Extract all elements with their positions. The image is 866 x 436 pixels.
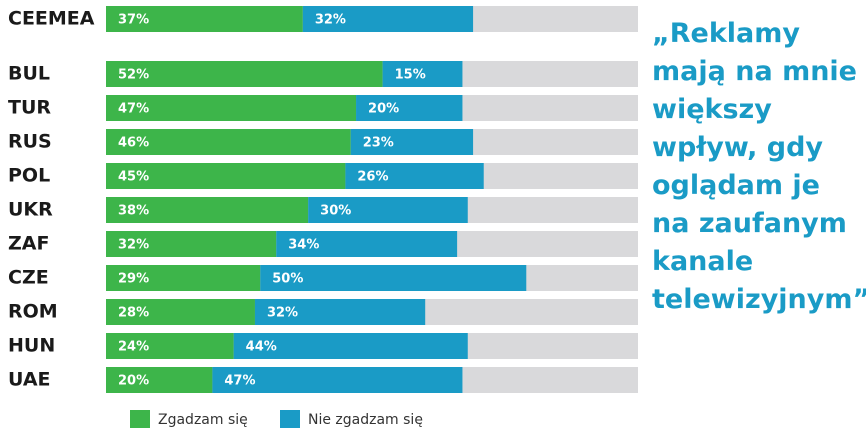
legend-swatch [130, 410, 150, 428]
bar-segment [260, 265, 527, 291]
bar-segment [106, 95, 357, 121]
value-label: 37% [118, 13, 149, 28]
bar-segment [106, 367, 213, 393]
value-label: 23% [363, 136, 394, 151]
legend-swatch [280, 410, 300, 428]
value-label: 20% [118, 374, 149, 389]
bar-segment [356, 95, 463, 121]
category-label: UAE [8, 369, 51, 391]
annotation-line: większy [652, 94, 772, 125]
value-label: 26% [357, 170, 388, 185]
bar-segment [106, 333, 234, 359]
value-label: 30% [320, 204, 351, 219]
value-label: 44% [246, 340, 277, 355]
value-label: 32% [267, 306, 298, 321]
bar-segment [345, 163, 484, 189]
bar-segment [106, 231, 277, 257]
value-label: 20% [368, 102, 399, 117]
legend-label: Zgadzam się [158, 412, 248, 428]
value-label: 45% [118, 170, 149, 185]
value-label: 52% [118, 68, 149, 83]
annotation-line: wpływ, gdy [652, 132, 823, 163]
legend-label: Nie zgadzam się [308, 412, 423, 428]
bar-segment [106, 163, 346, 189]
value-label: 47% [224, 374, 255, 389]
value-label: 15% [395, 68, 426, 83]
bar-segment [276, 231, 458, 257]
value-label: 50% [272, 272, 303, 287]
value-label: 32% [315, 13, 346, 28]
bar-segment [212, 367, 463, 393]
annotation-line: na zaufanym [652, 208, 847, 239]
category-label: CZE [8, 267, 49, 289]
value-label: 29% [118, 272, 149, 287]
bar-segment [106, 265, 261, 291]
category-label: UKR [8, 199, 53, 221]
value-label: 46% [118, 136, 149, 151]
category-label: TUR [8, 97, 51, 119]
value-label: 34% [288, 238, 319, 253]
bar-segment [254, 299, 426, 325]
value-label: 24% [118, 340, 149, 355]
bar-segment [106, 197, 309, 223]
annotation-line: kanale [652, 246, 753, 277]
category-label: ROM [8, 301, 58, 323]
category-label: ZAF [8, 233, 49, 255]
annotation-line: mają na mnie [652, 56, 857, 87]
bar-segment [302, 6, 474, 32]
bar-segment [308, 197, 468, 223]
value-label: 32% [118, 238, 149, 253]
category-label: BUL [8, 63, 50, 85]
value-label: 47% [118, 102, 149, 117]
category-label: CEEMEA [8, 8, 95, 30]
annotation-line: oglądam je [652, 170, 820, 201]
value-label: 38% [118, 204, 149, 219]
category-label: RUS [8, 131, 52, 153]
annotation-line: „Reklamy [652, 18, 800, 49]
bar-segment [233, 333, 468, 359]
bar-segment [106, 61, 383, 87]
category-label: HUN [8, 335, 55, 357]
category-label: POL [8, 165, 50, 187]
bar-segment [106, 6, 303, 32]
bar-segment [382, 61, 463, 87]
annotation-line: telewizyjnym” [652, 284, 866, 315]
bar-segment [106, 299, 255, 325]
bar-segment [106, 129, 351, 155]
bar-segment [350, 129, 474, 155]
value-label: 28% [118, 306, 149, 321]
